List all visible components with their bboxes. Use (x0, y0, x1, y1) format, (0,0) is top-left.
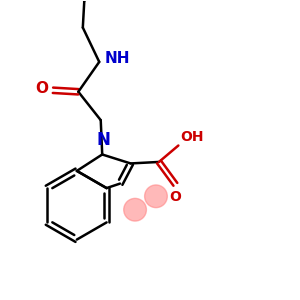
Text: OH: OH (180, 130, 203, 144)
Text: O: O (169, 190, 181, 204)
Circle shape (124, 198, 146, 221)
Text: NH: NH (105, 51, 130, 66)
Circle shape (145, 185, 167, 208)
Text: N: N (97, 131, 111, 149)
Text: O: O (35, 81, 49, 96)
